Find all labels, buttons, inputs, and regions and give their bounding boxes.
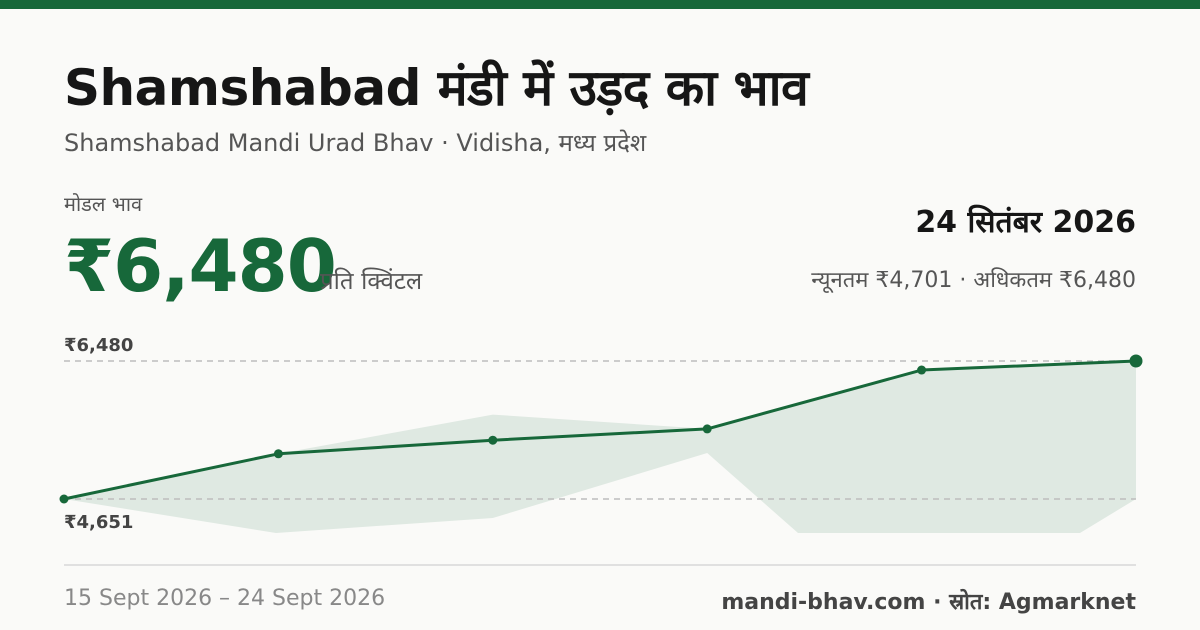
series-line — [63, 359, 1137, 501]
data-point-2 — [273, 449, 283, 459]
data-point-6 — [1129, 354, 1143, 368]
tick-label-max: ₹6,480 — [64, 335, 133, 356]
footer-source: mandi-bhav.com · स्रोत: Agmarknet — [721, 590, 1136, 615]
price-range-band — [64, 361, 1136, 533]
data-point-3 — [488, 435, 498, 445]
price-unit: प्रति क्विंटल — [320, 267, 423, 295]
tick-label-min: ₹4,651 — [64, 512, 133, 533]
data-point-4 — [702, 424, 712, 434]
top-accent-bar — [0, 0, 1200, 9]
footer-date-range: 15 Sept 2026 – 24 Sept 2026 — [64, 586, 386, 611]
data-point-5 — [917, 365, 927, 375]
price-range: न्यूनतम ₹4,701 · अधिकतम ₹6,480 — [811, 268, 1136, 293]
price-label: मोडल भाव — [64, 192, 143, 216]
data-point-1 — [59, 494, 69, 504]
page-subtitle: Shamshabad Mandi Urad Bhav · Vidisha, मध… — [64, 129, 647, 157]
price-date: 24 सितंबर 2026 — [915, 205, 1136, 240]
page-title: Shamshabad मंडी में उड़द का भाव — [64, 59, 809, 117]
price-value: ₹6,480 — [64, 224, 337, 308]
